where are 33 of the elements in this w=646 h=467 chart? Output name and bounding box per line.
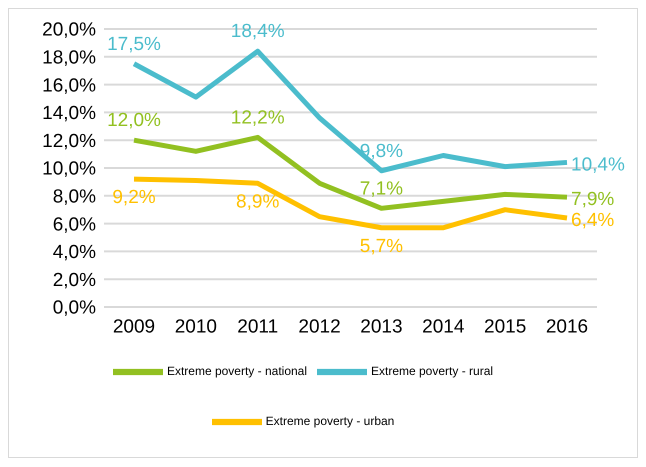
y-tick-label: 8,0% — [52, 186, 96, 208]
data-label: 7,9% — [571, 189, 614, 210]
x-tick-label: 2016 — [546, 316, 588, 338]
data-label: 10,4% — [571, 154, 625, 176]
x-tick-label: 2014 — [422, 316, 465, 338]
data-label: 17,5% — [107, 34, 162, 55]
x-tick-label: 2012 — [298, 316, 341, 338]
legend-label: Extreme poverty - rural — [371, 364, 494, 378]
y-tick-label: 2,0% — [52, 270, 96, 291]
data-label: 12,2% — [230, 107, 285, 128]
y-tick-label: 18,0% — [42, 48, 96, 69]
x-tick-label: 2010 — [174, 316, 217, 338]
y-tick-label: 12,0% — [42, 130, 96, 152]
data-label: 12,0% — [107, 110, 162, 132]
data-label: 8,9% — [236, 191, 280, 212]
y-tick-label: 6,0% — [52, 214, 96, 236]
data-label: 18,4% — [230, 21, 285, 42]
x-tick-label: 2009 — [112, 316, 156, 338]
data-label: 7,1% — [360, 178, 404, 200]
y-tick-label: 16,0% — [42, 75, 96, 96]
data-label: 9,2% — [112, 187, 156, 208]
legend-label: Extreme poverty - urban — [266, 414, 394, 428]
y-tick-label: 10,0% — [42, 158, 96, 180]
x-tick-label: 2013 — [360, 316, 403, 338]
x-tick-label: 2015 — [484, 316, 526, 338]
y-tick-label: 20,0% — [42, 20, 96, 41]
legend-label: Extreme poverty - national — [166, 364, 307, 378]
y-tick-label: 14,0% — [42, 103, 96, 124]
x-tick-label: 2011 — [237, 316, 278, 338]
data-label: 5,7% — [360, 236, 404, 257]
y-tick-label: 4,0% — [52, 242, 96, 264]
data-label: 6,4% — [571, 210, 614, 232]
y-tick-label: 0,0% — [52, 298, 96, 319]
